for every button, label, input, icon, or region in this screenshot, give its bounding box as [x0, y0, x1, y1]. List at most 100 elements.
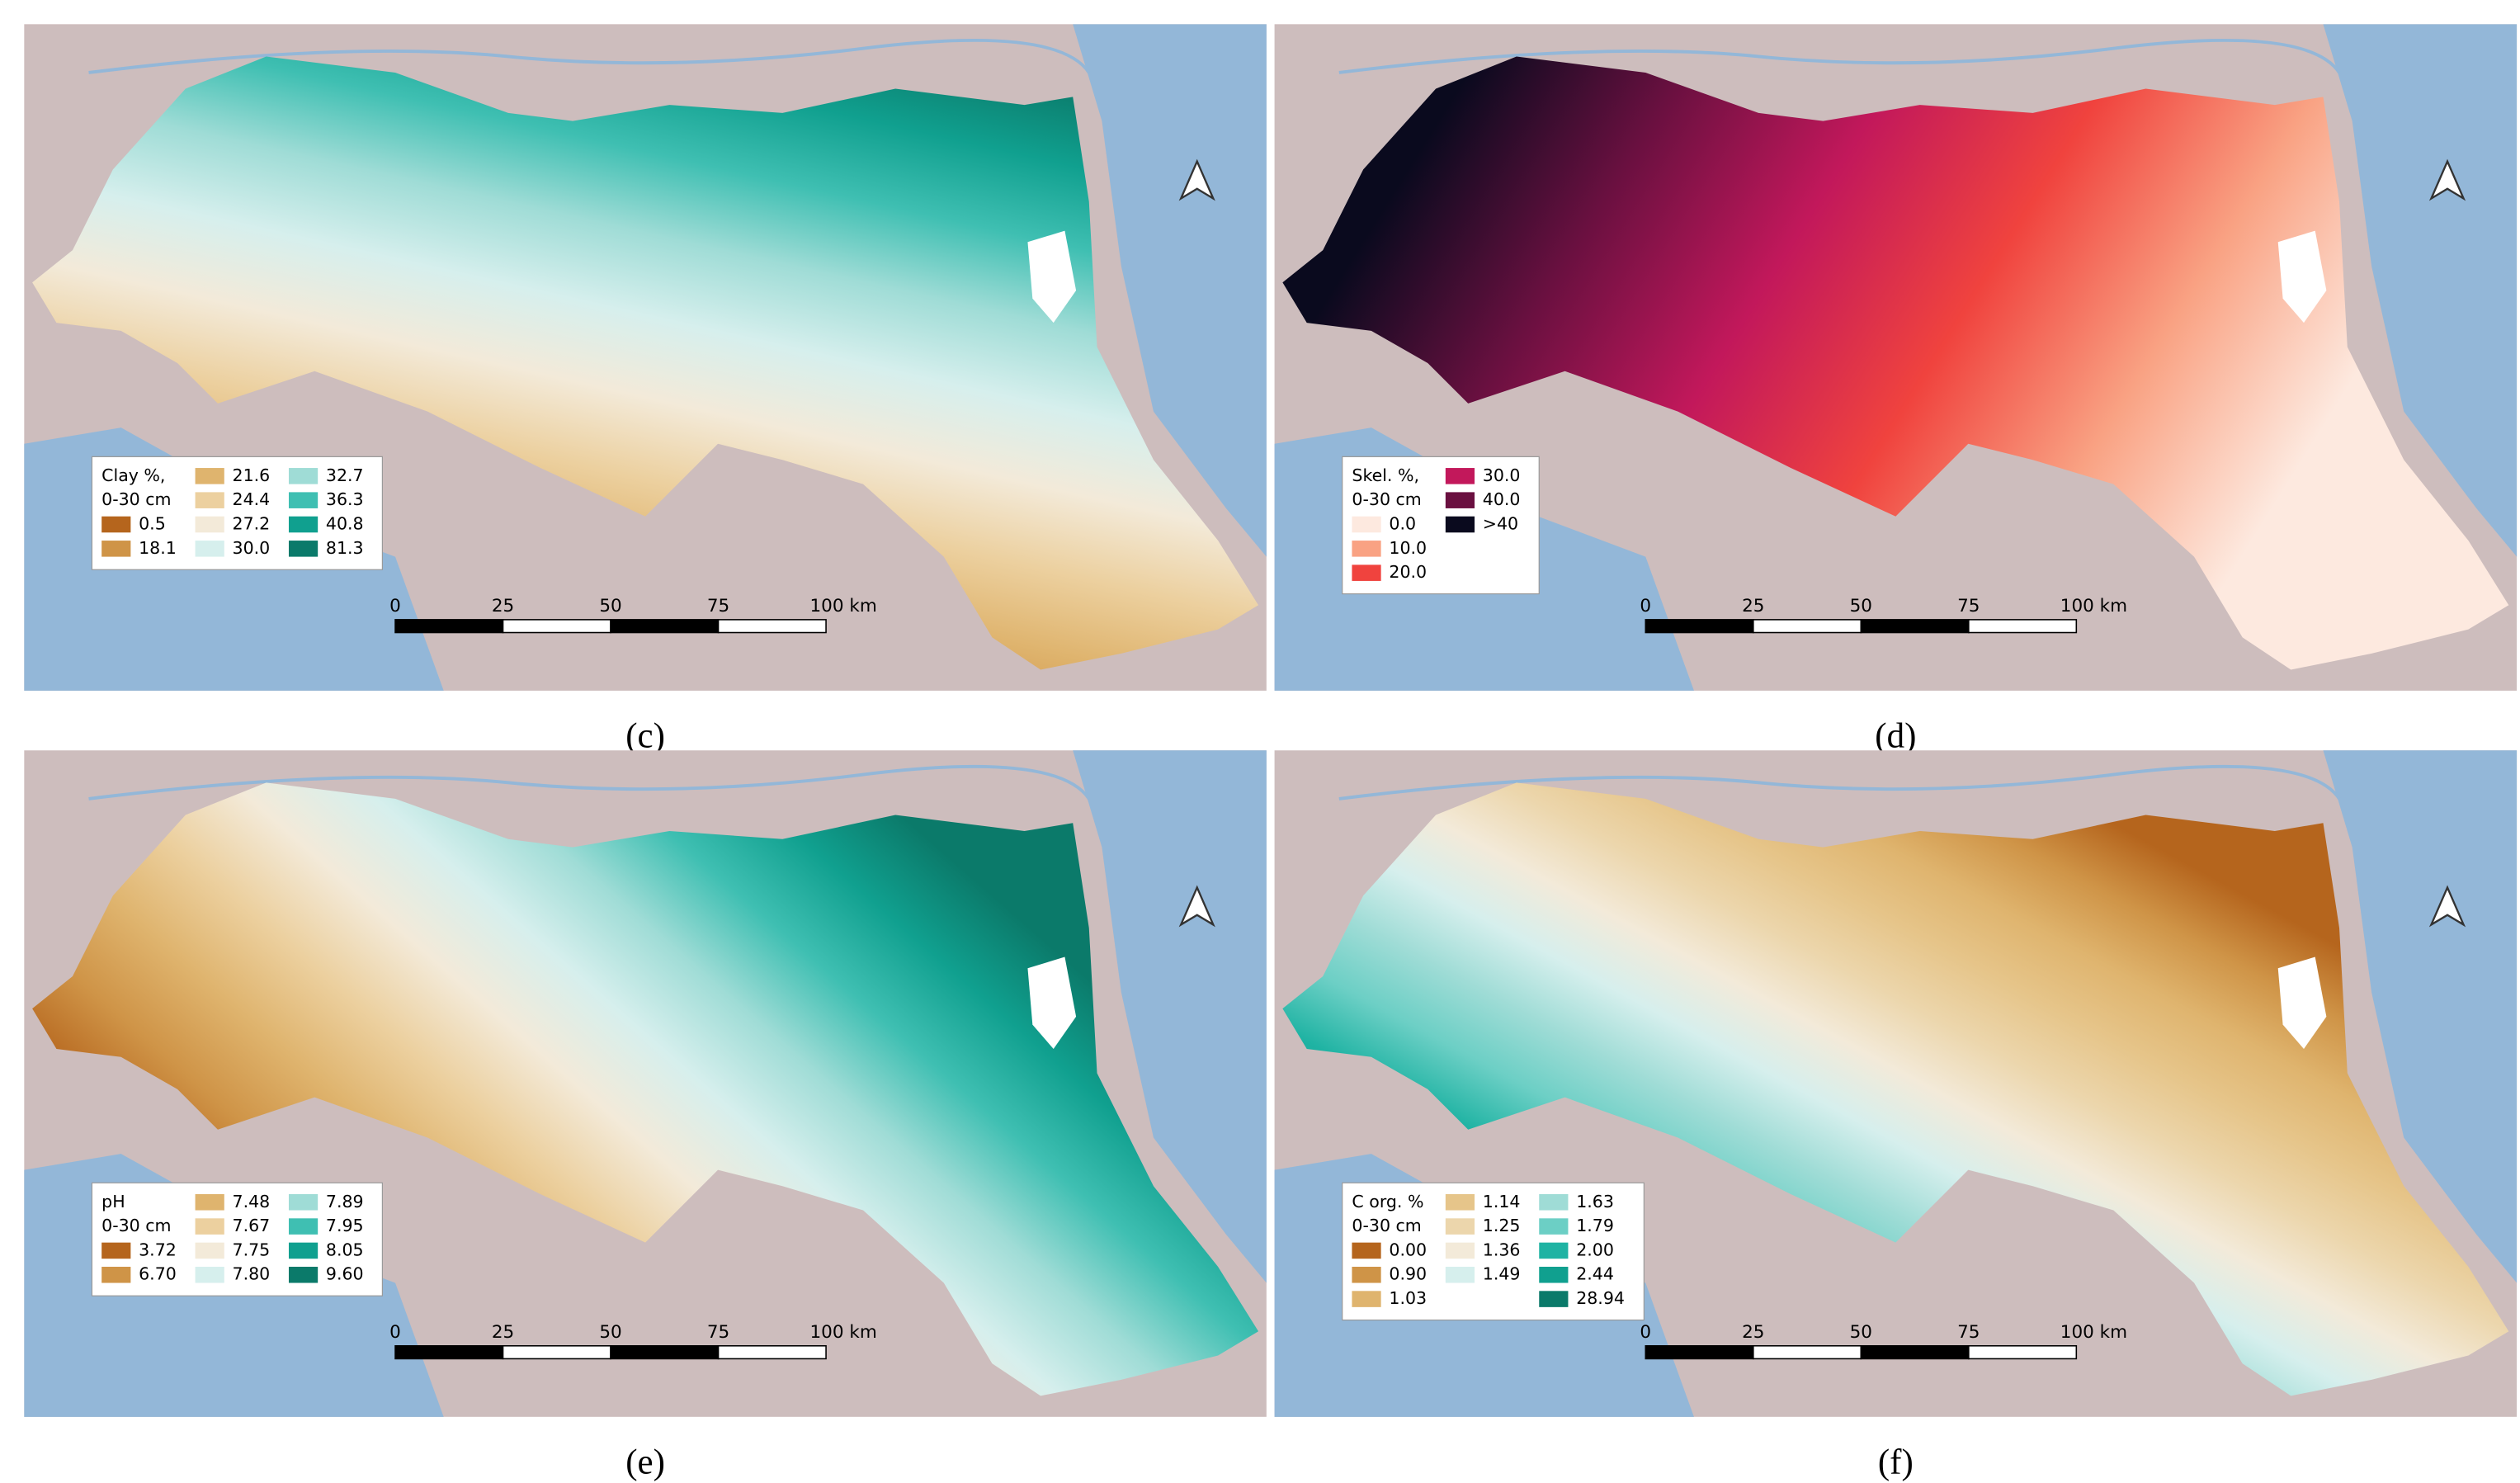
legend-label: 6.70	[139, 1264, 177, 1284]
scale-label: 100 km	[810, 1322, 877, 1343]
legend-swatch	[1445, 1218, 1475, 1235]
sea	[2323, 24, 2518, 557]
legend-swatch	[1352, 516, 1381, 533]
legend-label: >40	[1483, 513, 1518, 533]
legend-swatch	[288, 1266, 319, 1283]
scale-segment	[502, 1345, 611, 1360]
legend-title: 0-30 cm	[1352, 489, 1421, 509]
legend-title: pH	[101, 1192, 125, 1211]
scale-segment	[717, 1345, 827, 1360]
scale-label: 25	[1742, 1322, 1764, 1343]
scale-label: 50	[599, 1322, 621, 1343]
legend-title: 0-30 cm	[1352, 1216, 1421, 1235]
legend-swatch	[195, 516, 224, 533]
river	[88, 764, 1091, 801]
scale-segment	[1860, 619, 1970, 634]
legend-swatch	[1352, 564, 1381, 581]
legend-swatch	[288, 541, 319, 557]
lagoon	[2277, 230, 2327, 324]
scale-segment	[1753, 1345, 1862, 1360]
legend-swatch	[1445, 1193, 1475, 1211]
scale-segment	[717, 619, 827, 634]
scale-segment	[394, 619, 504, 634]
legend-swatch	[1352, 1291, 1381, 1307]
legend-swatch	[195, 1218, 224, 1235]
region	[32, 782, 1259, 1396]
legend-label: 28.94	[1576, 1288, 1625, 1308]
legend-swatch	[195, 541, 224, 557]
scale-segment	[1860, 1345, 1970, 1360]
scale-label: 0	[1640, 596, 1651, 616]
legend-swatch	[288, 492, 319, 508]
scale-label: 100 km	[810, 596, 877, 616]
legend-label: 7.75	[233, 1240, 271, 1259]
legend-label: 30.0	[1483, 465, 1521, 485]
legend-label: 2.44	[1576, 1264, 1614, 1284]
sea	[1073, 750, 1267, 1283]
legend-label: 27.2	[233, 513, 271, 533]
scale-label: 0	[389, 1322, 401, 1343]
panel-caption: (e)	[625, 1443, 665, 1481]
legend-label: 81.3	[326, 538, 364, 558]
north-arrow	[2428, 158, 2466, 201]
scale-label: 25	[1742, 596, 1764, 616]
legend-label: 7.48	[233, 1192, 271, 1211]
river	[1338, 764, 2341, 801]
legend-label: 36.3	[326, 489, 364, 509]
panel-caption: (f)	[1878, 1443, 1914, 1481]
legend-label: 1.14	[1483, 1192, 1521, 1211]
scale-label: 75	[1957, 1322, 1980, 1343]
legend-label: 7.95	[326, 1216, 364, 1235]
north-arrow	[1178, 885, 1215, 928]
legend-swatch	[1445, 1266, 1475, 1283]
north-arrow	[1178, 158, 1215, 201]
legend-swatch	[1445, 468, 1475, 484]
legend-label: 0.0	[1389, 513, 1416, 533]
scale-label: 100 km	[2060, 596, 2127, 616]
scale-segment	[1645, 619, 1754, 634]
legend-swatch	[1445, 1242, 1475, 1259]
legend-title: Skel. %,	[1352, 465, 1419, 485]
map-panel: Skel. %, 0-30 cm 0.0 10.0 20.0 30.0 40.0 >40 0 25…	[1274, 24, 2518, 691]
legend-box	[91, 456, 383, 570]
legend-label: 18.1	[139, 538, 177, 558]
scale-label: 25	[492, 1322, 514, 1343]
sea	[2323, 750, 2518, 1283]
legend-label: 7.67	[233, 1216, 271, 1235]
legend-label: 24.4	[233, 489, 271, 509]
legend-swatch	[288, 1218, 319, 1235]
legend-label: 3.72	[139, 1240, 177, 1259]
legend-swatch	[195, 1266, 224, 1283]
legend-label: 2.00	[1576, 1240, 1614, 1259]
legend-label: 0.00	[1389, 1240, 1427, 1259]
legend-label: 0.5	[139, 513, 166, 533]
scale-label: 50	[1850, 596, 1872, 616]
legend-swatch	[288, 1242, 319, 1259]
legend-title: C org. %	[1352, 1192, 1423, 1211]
legend-label: 10.0	[1389, 538, 1427, 558]
lagoon	[2277, 956, 2327, 1050]
legend-swatch	[1539, 1242, 1569, 1259]
legend-swatch	[1352, 541, 1381, 557]
map-panel: pH 0-30 cm 3.72 6.70 7.48 7.67 7.75 7.80 7.89 7.9…	[24, 750, 1267, 1417]
panel-caption: (d)	[1875, 716, 1916, 755]
legend-swatch	[1352, 1242, 1381, 1259]
scale-segment	[1968, 1345, 2078, 1360]
legend-swatch	[101, 1266, 131, 1283]
legend-swatch	[101, 516, 131, 533]
legend-label: 0.90	[1389, 1264, 1427, 1284]
panel-caption: (c)	[625, 716, 665, 755]
legend-swatch	[1539, 1266, 1569, 1283]
legend-title: 0-30 cm	[101, 1216, 171, 1235]
scale-label: 0	[1640, 1322, 1651, 1343]
sea	[1073, 24, 1267, 557]
legend-title: 0-30 cm	[101, 489, 171, 509]
legend-label: 7.80	[233, 1264, 271, 1284]
scale-label: 75	[707, 596, 729, 616]
scale-label: 100 km	[2060, 1322, 2127, 1343]
legend-box	[91, 1182, 383, 1296]
scale-segment	[1645, 1345, 1754, 1360]
legend-label: 1.63	[1576, 1192, 1614, 1211]
